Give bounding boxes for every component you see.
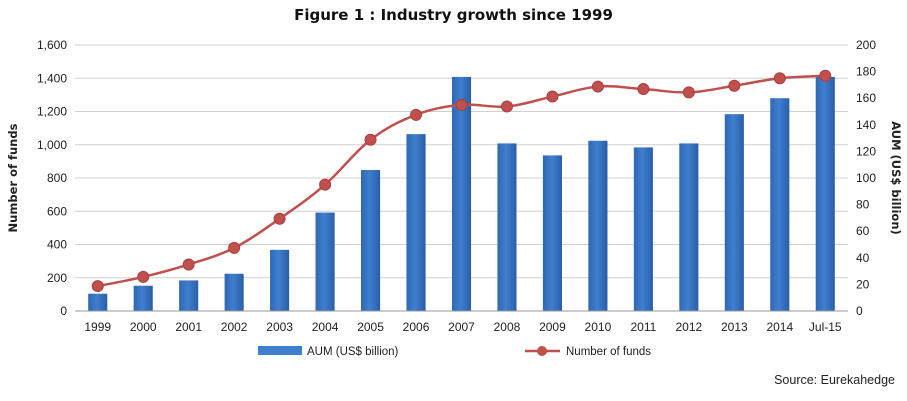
y-right-tick-label: 120	[856, 144, 876, 158]
x-tick-label: 2014	[766, 320, 793, 334]
y-left-tick-label: 0	[60, 304, 67, 318]
x-tick-label: 2004	[312, 320, 339, 334]
aum-bar	[588, 140, 608, 311]
aum-bar	[724, 114, 744, 311]
funds-point	[637, 83, 650, 96]
x-tick-label: 2012	[676, 320, 703, 334]
aum-bar	[179, 280, 199, 311]
y-left-tick-label: 200	[47, 271, 67, 285]
y-left-tick-label: 800	[47, 171, 67, 185]
aum-bar	[770, 98, 790, 311]
y-left-tick-label: 400	[47, 238, 67, 252]
y-right-tick-label: 160	[856, 91, 876, 105]
funds-point	[319, 178, 332, 191]
x-tick-label: 2010	[585, 320, 612, 334]
x-tick-label: 2006	[403, 320, 430, 334]
funds-point	[91, 280, 104, 293]
x-tick-label: 2008	[494, 320, 521, 334]
legend-swatch-aum	[258, 346, 302, 355]
y-right-tick-label: 140	[856, 118, 876, 132]
funds-point	[591, 80, 604, 93]
x-tick-label: 2007	[448, 320, 475, 334]
y-right-tick-label: 20	[856, 277, 870, 291]
x-tick-label: 2001	[175, 320, 202, 334]
x-tick-label: 2002	[221, 320, 248, 334]
funds-point	[546, 90, 559, 103]
y-right-axis-title: AUM (US$ billion)	[889, 121, 903, 235]
x-tick-label: 2013	[721, 320, 748, 334]
y-right-tick-label: 0	[856, 304, 863, 318]
funds-point	[410, 108, 423, 121]
aum-bar	[633, 147, 653, 311]
funds-point	[500, 100, 513, 113]
funds-point	[364, 133, 377, 146]
aum-bar	[224, 273, 244, 311]
y-left-tick-label: 1,000	[37, 138, 67, 152]
aum-bar	[133, 285, 153, 311]
aum-bar	[815, 76, 835, 311]
funds-point	[455, 98, 468, 111]
funds-point	[819, 69, 832, 82]
funds-point	[273, 212, 286, 225]
y-right-tick-label: 200	[856, 38, 876, 52]
y-right-tick-label: 60	[856, 224, 870, 238]
x-tick-label: Jul-15	[809, 320, 842, 334]
x-tick-label: 1999	[84, 320, 111, 334]
funds-point	[773, 72, 786, 85]
y-left-tick-label: 1,200	[37, 105, 67, 119]
aum-bar	[679, 143, 699, 311]
chart-title: Figure 1 : Industry growth since 1999	[294, 6, 613, 24]
legend-label-funds: Number of funds	[566, 346, 651, 358]
y-left-tick-label: 1,600	[37, 38, 67, 52]
y-right-tick-label: 180	[856, 65, 876, 79]
funds-point	[137, 270, 150, 283]
aum-bar	[451, 76, 472, 311]
legend-label-aum: AUM (US$ billion)	[307, 346, 399, 358]
x-tick-label: 2000	[130, 320, 157, 334]
x-tick-label: 2003	[266, 320, 293, 334]
y-right-tick-label: 100	[856, 171, 876, 185]
y-right-tick-label: 40	[856, 251, 870, 265]
aum-bar	[542, 155, 562, 311]
aum-bar	[406, 134, 426, 311]
x-tick-label: 2009	[539, 320, 566, 334]
funds-point	[728, 79, 741, 92]
y-left-tick-label: 600	[47, 204, 67, 218]
funds-point	[682, 86, 695, 99]
y-left-tick-label: 1,400	[37, 71, 67, 85]
aum-bar	[497, 143, 517, 311]
funds-point	[182, 258, 195, 271]
source-note: Source: Eurekahedge	[774, 373, 895, 387]
x-tick-label: 2011	[630, 320, 656, 334]
x-tick-label: 2005	[357, 320, 384, 334]
aum-bar	[315, 212, 335, 311]
y-right-tick-label: 80	[856, 198, 870, 212]
aum-bar	[361, 170, 381, 311]
y-left-axis-title: Number of funds	[6, 123, 20, 232]
aum-bar	[88, 293, 108, 311]
funds-point	[228, 241, 241, 254]
aum-bar	[270, 249, 290, 311]
legend-marker-funds	[537, 346, 547, 356]
